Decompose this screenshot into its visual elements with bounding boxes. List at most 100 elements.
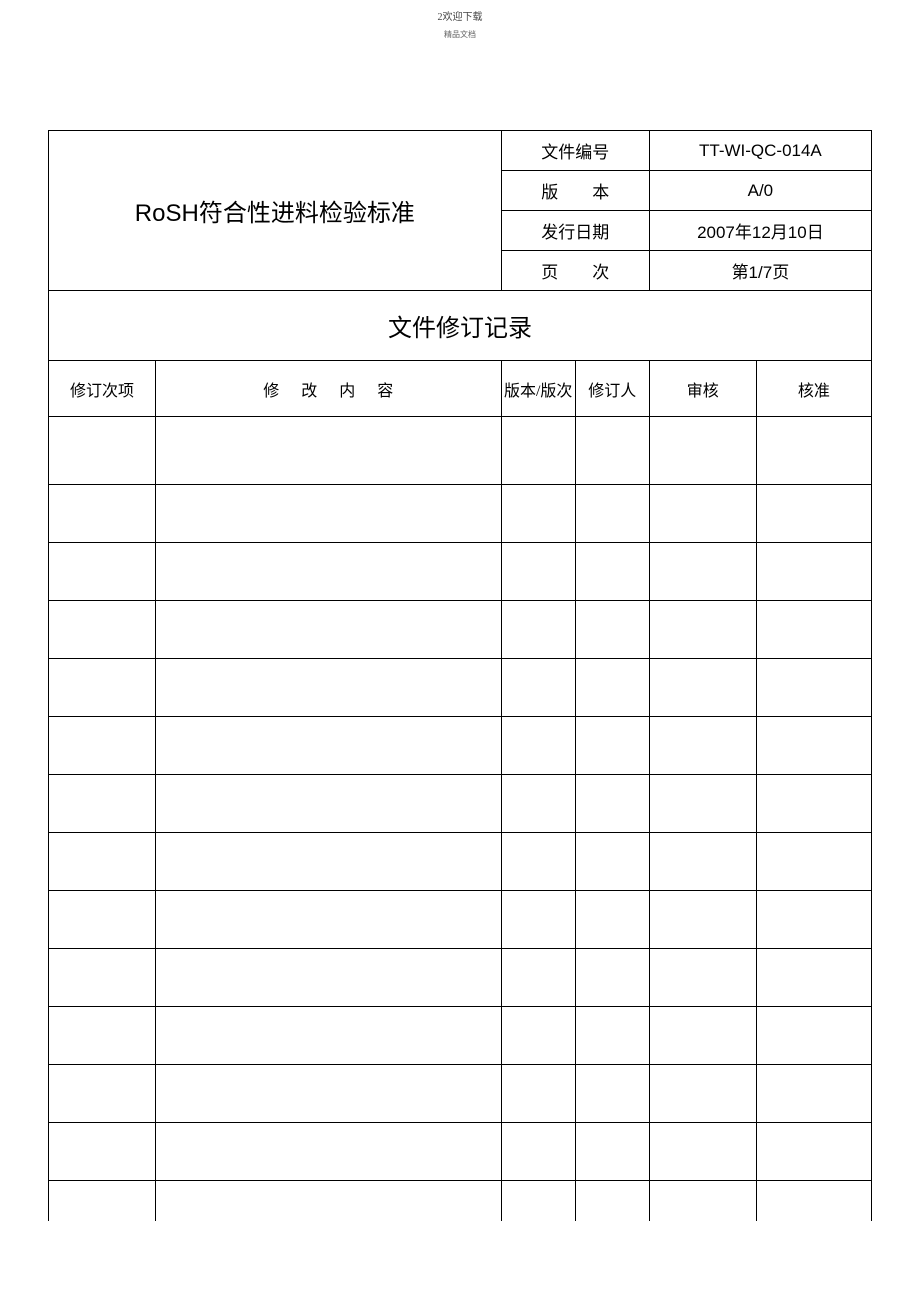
rev-cell-item bbox=[49, 949, 156, 1007]
rev-cell-content bbox=[155, 833, 501, 891]
rev-cell-audit bbox=[649, 775, 756, 833]
rev-cell-reviser bbox=[575, 1007, 649, 1065]
rev-cell-content bbox=[155, 1181, 501, 1221]
meta-value-issue-date: 2007年12月10日 bbox=[649, 211, 871, 251]
rev-cell-version bbox=[501, 1065, 575, 1123]
rev-cell-approve bbox=[756, 717, 871, 775]
rev-cell-approve bbox=[756, 1123, 871, 1181]
rev-cell-content bbox=[155, 601, 501, 659]
rev-col-item: 修订次项 bbox=[49, 361, 156, 417]
rev-cell-audit bbox=[649, 891, 756, 949]
rev-cell-approve bbox=[756, 1065, 871, 1123]
rev-cell-audit bbox=[649, 1007, 756, 1065]
table-row bbox=[49, 485, 872, 543]
rev-cell-approve bbox=[756, 417, 871, 485]
table-row bbox=[49, 891, 872, 949]
meta-value-page: 第1/7页 bbox=[649, 251, 871, 291]
meta-value-version: A/0 bbox=[649, 171, 871, 211]
meta-label-docno: 文件编号 bbox=[501, 131, 649, 171]
meta-value-docno: TT-WI-QC-014A bbox=[649, 131, 871, 171]
rev-cell-item bbox=[49, 1065, 156, 1123]
rev-cell-item bbox=[49, 891, 156, 949]
table-row bbox=[49, 717, 872, 775]
rev-cell-audit bbox=[649, 1065, 756, 1123]
rev-cell-version bbox=[501, 891, 575, 949]
table-row bbox=[49, 1123, 872, 1181]
rev-cell-approve bbox=[756, 775, 871, 833]
section-title: 文件修订记录 bbox=[49, 291, 872, 361]
rev-cell-item bbox=[49, 717, 156, 775]
document-table: RoSH符合性进料检验标准 文件编号 TT-WI-QC-014A 版 本 A/0… bbox=[48, 130, 872, 1221]
rev-cell-version bbox=[501, 717, 575, 775]
page-header: 2欢迎下载 精品文档 bbox=[0, 0, 920, 40]
table-row bbox=[49, 949, 872, 1007]
rev-cell-approve bbox=[756, 833, 871, 891]
rev-cell-reviser bbox=[575, 417, 649, 485]
rev-cell-approve bbox=[756, 1007, 871, 1065]
meta-row-docno: RoSH符合性进料检验标准 文件编号 TT-WI-QC-014A bbox=[49, 131, 872, 171]
rev-cell-approve bbox=[756, 601, 871, 659]
rev-cell-audit bbox=[649, 543, 756, 601]
rev-cell-version bbox=[501, 1181, 575, 1221]
table-row bbox=[49, 775, 872, 833]
rev-col-content: 修改内容 bbox=[155, 361, 501, 417]
table-row bbox=[49, 601, 872, 659]
section-title-row: 文件修订记录 bbox=[49, 291, 872, 361]
rev-cell-audit bbox=[649, 601, 756, 659]
meta-label-issue-date: 发行日期 bbox=[501, 211, 649, 251]
rev-cell-audit bbox=[649, 417, 756, 485]
rev-cell-reviser bbox=[575, 543, 649, 601]
rev-cell-approve bbox=[756, 659, 871, 717]
table-row bbox=[49, 1181, 872, 1221]
revision-header-row: 修订次项 修改内容 版本/版次 修订人 审核 核准 bbox=[49, 361, 872, 417]
rev-cell-content bbox=[155, 485, 501, 543]
rev-cell-item bbox=[49, 1181, 156, 1221]
rev-cell-reviser bbox=[575, 601, 649, 659]
rev-cell-version bbox=[501, 1007, 575, 1065]
rev-cell-item bbox=[49, 1007, 156, 1065]
rev-cell-reviser bbox=[575, 717, 649, 775]
rev-cell-content bbox=[155, 659, 501, 717]
rev-cell-item bbox=[49, 659, 156, 717]
rev-cell-item bbox=[49, 417, 156, 485]
rev-cell-content bbox=[155, 717, 501, 775]
rev-cell-version bbox=[501, 1123, 575, 1181]
rev-cell-content bbox=[155, 949, 501, 1007]
rev-cell-version bbox=[501, 659, 575, 717]
rev-cell-version bbox=[501, 417, 575, 485]
rev-cell-audit bbox=[649, 833, 756, 891]
rev-cell-approve bbox=[756, 949, 871, 1007]
rev-cell-reviser bbox=[575, 833, 649, 891]
table-row bbox=[49, 1007, 872, 1065]
rev-cell-approve bbox=[756, 1181, 871, 1221]
rev-cell-reviser bbox=[575, 949, 649, 1007]
revision-body bbox=[49, 417, 872, 1221]
meta-label-version: 版 本 bbox=[501, 171, 649, 211]
rev-cell-content bbox=[155, 1065, 501, 1123]
meta-label-page: 页 次 bbox=[501, 251, 649, 291]
rev-col-version: 版本/版次 bbox=[501, 361, 575, 417]
rev-cell-version bbox=[501, 833, 575, 891]
rev-cell-version bbox=[501, 949, 575, 1007]
rev-cell-item bbox=[49, 833, 156, 891]
rev-cell-audit bbox=[649, 659, 756, 717]
rev-cell-reviser bbox=[575, 1181, 649, 1221]
rev-cell-version bbox=[501, 601, 575, 659]
rev-cell-content bbox=[155, 1123, 501, 1181]
rev-cell-reviser bbox=[575, 891, 649, 949]
rev-cell-item bbox=[49, 775, 156, 833]
rev-cell-audit bbox=[649, 1123, 756, 1181]
table-row bbox=[49, 417, 872, 485]
rev-cell-item bbox=[49, 485, 156, 543]
rev-cell-reviser bbox=[575, 485, 649, 543]
rev-cell-content bbox=[155, 1007, 501, 1065]
rev-cell-item bbox=[49, 601, 156, 659]
doc-title: RoSH符合性进料检验标准 bbox=[49, 131, 502, 291]
rev-cell-reviser bbox=[575, 1123, 649, 1181]
page-header-line2: 精品文档 bbox=[0, 29, 920, 40]
rev-col-approve: 核准 bbox=[756, 361, 871, 417]
rev-cell-audit bbox=[649, 485, 756, 543]
rev-cell-reviser bbox=[575, 775, 649, 833]
rev-cell-audit bbox=[649, 1181, 756, 1221]
table-row bbox=[49, 833, 872, 891]
